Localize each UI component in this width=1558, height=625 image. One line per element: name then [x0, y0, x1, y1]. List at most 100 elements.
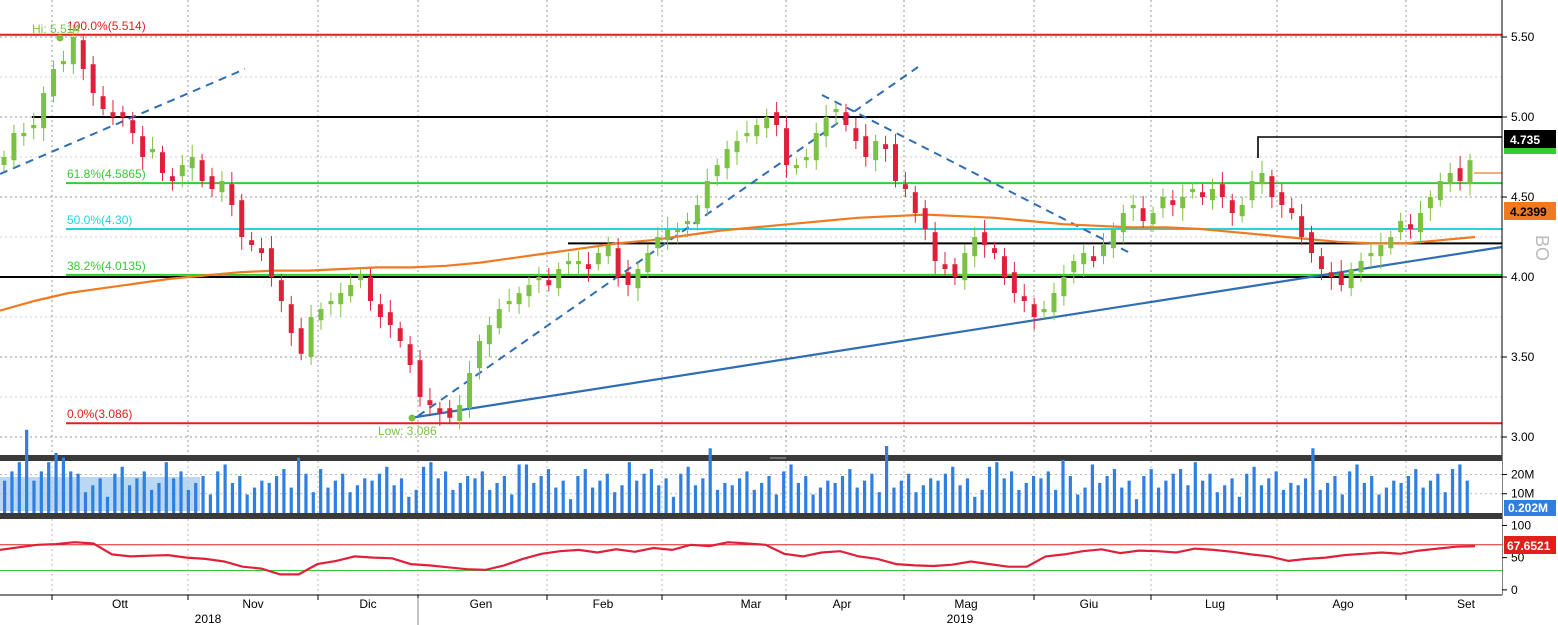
candle-body-88	[873, 141, 879, 161]
candle-body-9	[90, 64, 96, 93]
volume-bar-114	[840, 476, 845, 513]
volume-bar-174	[1281, 489, 1286, 513]
candle-105	[1041, 300, 1047, 319]
candle-148	[1467, 153, 1473, 196]
candle-116	[1150, 206, 1156, 233]
volume-bar-46	[341, 473, 345, 513]
candle-body-131	[1299, 216, 1305, 237]
volume-bar-45	[333, 480, 337, 513]
volume-bar-179	[1318, 489, 1322, 513]
candle-92	[912, 185, 918, 223]
candle-body-101	[1001, 256, 1007, 277]
candle-109	[1081, 244, 1087, 277]
panel-divider-2[interactable]	[0, 513, 1502, 519]
volume-bar-80	[591, 487, 595, 513]
candle-139	[1378, 232, 1384, 269]
candle-body-70	[694, 205, 700, 225]
volume-bar-55	[407, 496, 411, 513]
candle-113	[1120, 204, 1126, 244]
candle-body-120	[1190, 189, 1196, 193]
volume-bar-38	[282, 469, 286, 513]
candle-body-71	[704, 181, 710, 209]
candle-101	[1001, 247, 1007, 285]
candle-98	[972, 226, 978, 268]
candle-122	[1209, 178, 1215, 210]
volume-bar-167	[1230, 478, 1234, 513]
candle-16	[159, 145, 165, 181]
candle-13	[130, 111, 136, 145]
volume-bar-106	[782, 471, 786, 513]
volume-bar-9	[69, 471, 73, 513]
volume-bar-78	[576, 476, 580, 513]
volume-bar-50	[370, 480, 374, 513]
candle-body-13	[130, 120, 136, 133]
candle-body-84	[833, 109, 839, 113]
volume-bar-77	[568, 499, 573, 513]
candle-body-147	[1457, 168, 1463, 181]
candle-124	[1229, 193, 1235, 226]
volume-bar-91	[671, 496, 676, 513]
candle-136	[1348, 262, 1354, 297]
volume-bar-137	[1009, 471, 1014, 513]
volume-bar-192	[1414, 469, 1418, 513]
candle-24	[239, 193, 245, 250]
candle-46	[457, 394, 463, 429]
candle-body-125	[1239, 205, 1245, 217]
candle-body-118	[1170, 200, 1176, 205]
candle-body-109	[1081, 253, 1087, 265]
candle-body-136	[1348, 269, 1354, 289]
candle-66	[655, 226, 661, 257]
candle-34	[338, 282, 344, 317]
volume-bar-16	[120, 466, 124, 513]
volume-bar-60	[444, 471, 448, 513]
candle-body-80	[793, 165, 799, 169]
candle-112	[1110, 222, 1116, 258]
candle-82	[813, 122, 819, 170]
candle-110	[1091, 245, 1097, 268]
candle-70	[694, 194, 700, 231]
volume-bar-84	[620, 485, 624, 513]
candle-body-91	[902, 184, 908, 189]
candle-10	[100, 85, 106, 116]
volume-bar-25	[186, 489, 190, 513]
price-tick-label-5: 3.00	[1511, 430, 1535, 444]
volume-bar-30	[223, 464, 227, 513]
price-tick-label-3: 4.00	[1511, 270, 1535, 284]
volume-bar-195	[1436, 473, 1440, 513]
hi-marker	[56, 34, 64, 42]
fib-label-2: 50.0%(4.30)	[67, 213, 132, 227]
volume-bar-68	[502, 476, 506, 513]
month-label-11: Set	[1457, 597, 1476, 611]
candle-28	[278, 273, 284, 313]
volume-bar-90	[664, 478, 668, 513]
volume-bar-107	[789, 464, 793, 513]
panel-divider-1[interactable]	[0, 455, 1502, 461]
candle-body-56	[556, 269, 562, 289]
candle-body-63	[625, 272, 631, 285]
candle-body-33	[328, 301, 334, 305]
candle-body-0	[1, 157, 7, 165]
candle-body-111	[1101, 245, 1106, 257]
candle-body-79	[784, 128, 790, 165]
volume-bar-156	[1149, 469, 1153, 513]
candle-30	[298, 317, 304, 361]
candle-body-100	[992, 248, 998, 253]
volume-bar-105	[774, 494, 778, 513]
volume-last-badge: 0.202M	[1504, 500, 1556, 516]
candle-body-7	[70, 37, 76, 65]
candle-body-104	[1031, 304, 1037, 317]
month-label-6: Apr	[833, 597, 852, 611]
volume-bar-48	[355, 485, 359, 513]
candle-137	[1358, 252, 1364, 282]
moving-average-line	[0, 213, 1476, 312]
candle-body-50	[496, 309, 502, 329]
candle-body-31	[308, 317, 314, 357]
month-label-10: Ago	[1332, 597, 1354, 611]
volume-bar-47	[348, 492, 352, 513]
candle-body-61	[605, 245, 611, 257]
volume-bar-199	[1465, 480, 1469, 513]
candle-85	[843, 103, 849, 132]
volume-bar-109	[804, 476, 808, 513]
volume-bar-36	[267, 482, 271, 513]
volume-bar-153	[1127, 480, 1131, 513]
